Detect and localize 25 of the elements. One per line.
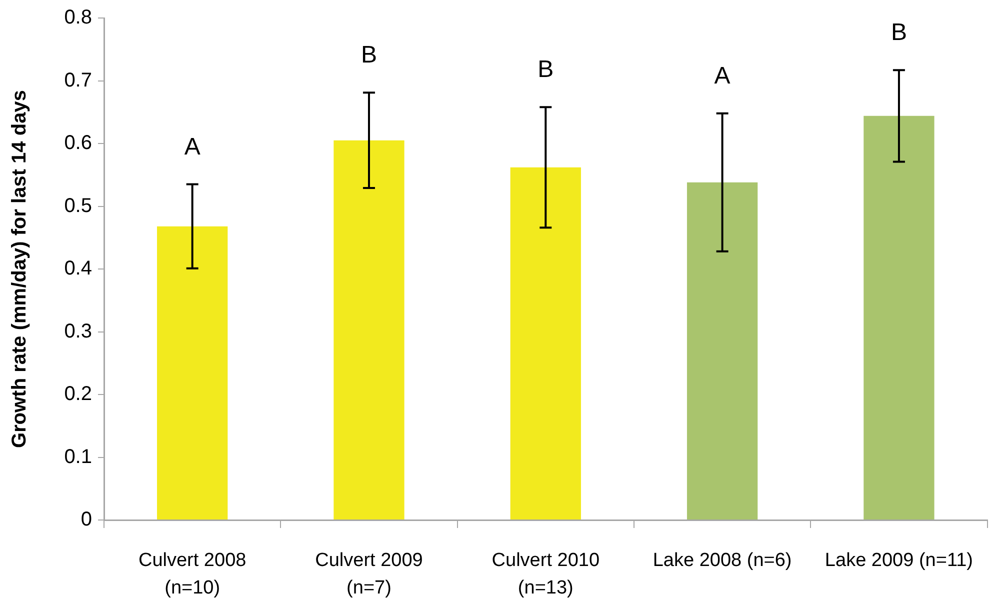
bar: [686, 182, 758, 520]
annotation: B: [890, 19, 907, 46]
y-tick-label: 0.5: [64, 194, 92, 217]
x-tick-label: Lake 2008 (n=6): [652, 550, 792, 572]
annotation: B: [538, 56, 554, 84]
bar: [334, 140, 404, 520]
y-tick-label: 0: [80, 508, 92, 531]
y-tick-label: 0.6: [64, 132, 92, 154]
y-tick-label: 0.7: [64, 69, 92, 92]
annotation: B: [360, 42, 377, 69]
bar: [157, 226, 228, 520]
x-tick-label: Culvert 2010 (n=13): [492, 550, 600, 599]
x-tick-label: Culvert 2009 (n=7): [315, 550, 423, 599]
bar: [864, 116, 934, 520]
y-tick-label: 0.1: [64, 446, 92, 468]
x-tick-label: Lake 2009 (n=11): [824, 550, 974, 572]
y-tick-label: 0.8: [64, 6, 92, 29]
x-tick-label: Culvert 2008 (n=10): [138, 550, 246, 599]
bar: [510, 167, 581, 520]
y-tick-label: 0.4: [64, 258, 92, 280]
annotation: A: [714, 62, 730, 90]
y-axis-title: Growth rate (mm/day) for last 14 days: [8, 90, 31, 448]
y-tick-label: 0.3: [64, 320, 92, 342]
annotation: A: [184, 133, 200, 160]
y-tick-label: 0.2: [64, 383, 92, 406]
